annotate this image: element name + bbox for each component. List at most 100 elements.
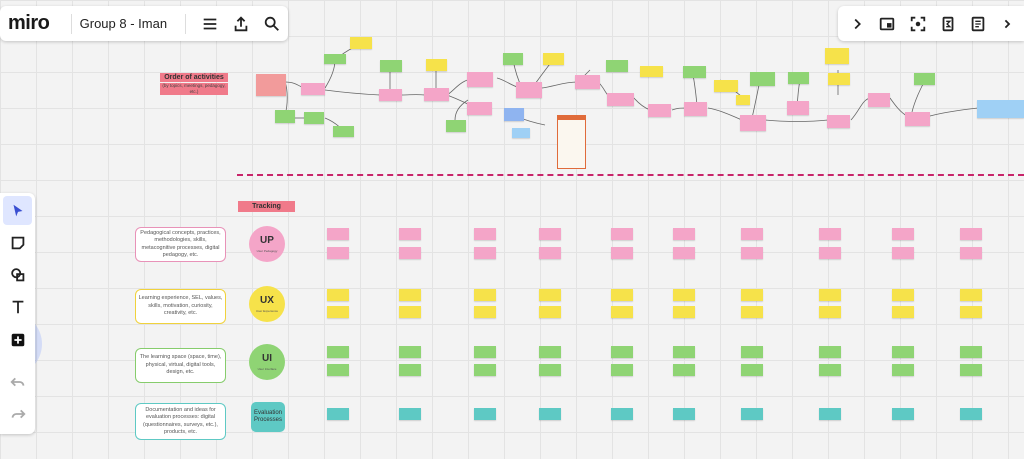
- badge-ui[interactable]: UI User Interface: [249, 344, 285, 380]
- tracking-note[interactable]: [960, 364, 982, 376]
- flow-note[interactable]: [750, 72, 775, 86]
- flow-note[interactable]: [977, 100, 1024, 118]
- flow-note[interactable]: [714, 80, 738, 92]
- flow-note[interactable]: [512, 128, 530, 138]
- tracking-note[interactable]: [741, 228, 763, 240]
- tracking-note[interactable]: [539, 306, 561, 318]
- tracking-note[interactable]: [399, 306, 421, 318]
- tracking-note[interactable]: [892, 346, 914, 358]
- tracking-note[interactable]: [819, 364, 841, 376]
- tracking-note[interactable]: [673, 306, 695, 318]
- flow-note[interactable]: [648, 104, 671, 117]
- tracking-note[interactable]: [611, 289, 633, 301]
- flow-note[interactable]: [788, 72, 809, 84]
- flow-note[interactable]: [740, 115, 766, 131]
- tracking-note[interactable]: [741, 346, 763, 358]
- flow-note[interactable]: [516, 82, 542, 98]
- flow-note[interactable]: [379, 89, 402, 101]
- tracking-note[interactable]: [819, 306, 841, 318]
- tracking-note[interactable]: [539, 408, 561, 420]
- tracking-note[interactable]: [474, 408, 496, 420]
- document-card[interactable]: [557, 115, 586, 169]
- miro-logo[interactable]: miro: [8, 12, 50, 34]
- tracking-note[interactable]: [399, 247, 421, 259]
- order-of-activities[interactable]: Order of activities (by topics, meetings…: [160, 73, 228, 99]
- tracking-note[interactable]: [673, 364, 695, 376]
- flow-note[interactable]: [324, 54, 346, 64]
- flow-note[interactable]: [350, 37, 372, 49]
- tracking-note[interactable]: [611, 346, 633, 358]
- flow-note[interactable]: [683, 66, 706, 78]
- text-tool-icon[interactable]: [3, 292, 32, 321]
- tracking-note[interactable]: [474, 306, 496, 318]
- flow-note[interactable]: [606, 60, 628, 72]
- row-label-up[interactable]: Pedagogical concepts, practices, methodo…: [135, 227, 226, 262]
- tracking-note[interactable]: [327, 228, 349, 240]
- undo-icon[interactable]: [3, 367, 32, 396]
- tracking-note[interactable]: [960, 346, 982, 358]
- tracking-note[interactable]: [673, 346, 695, 358]
- flow-note[interactable]: [828, 73, 850, 85]
- row-label-ux[interactable]: Learning experience, SEL, values, skills…: [135, 289, 226, 324]
- flow-note[interactable]: [256, 74, 286, 96]
- tracking-note[interactable]: [539, 289, 561, 301]
- flow-note[interactable]: [380, 60, 402, 72]
- screen-share-icon[interactable]: [872, 9, 902, 39]
- tracking-note[interactable]: [819, 289, 841, 301]
- tracking-note[interactable]: [611, 247, 633, 259]
- notes-icon[interactable]: [963, 9, 993, 39]
- flow-note[interactable]: [333, 126, 354, 137]
- tracking-note[interactable]: [474, 247, 496, 259]
- tracking-note[interactable]: [327, 408, 349, 420]
- badge-evaluation[interactable]: Evaluation Processes: [251, 402, 285, 432]
- tracking-note[interactable]: [611, 306, 633, 318]
- flow-note[interactable]: [503, 53, 523, 65]
- flow-note[interactable]: [607, 93, 634, 106]
- tracking-note[interactable]: [960, 289, 982, 301]
- timer-icon[interactable]: [933, 9, 963, 39]
- tracking-note[interactable]: [819, 247, 841, 259]
- export-icon[interactable]: [226, 9, 257, 39]
- tracking-note[interactable]: [399, 408, 421, 420]
- tracking-note[interactable]: [611, 364, 633, 376]
- tracking-note[interactable]: [673, 408, 695, 420]
- tracking-note[interactable]: [474, 364, 496, 376]
- tracking-note[interactable]: [539, 346, 561, 358]
- tracking-note[interactable]: [892, 228, 914, 240]
- tracking-note[interactable]: [673, 289, 695, 301]
- flow-note[interactable]: [424, 88, 449, 101]
- tracking-note[interactable]: [892, 364, 914, 376]
- tracking-note[interactable]: [474, 346, 496, 358]
- focus-icon[interactable]: [903, 9, 933, 39]
- tracking-note[interactable]: [960, 306, 982, 318]
- tracking-note[interactable]: [673, 247, 695, 259]
- tracking-note[interactable]: [539, 247, 561, 259]
- tracking-note[interactable]: [474, 289, 496, 301]
- tracking-note[interactable]: [819, 228, 841, 240]
- tracking-note[interactable]: [892, 306, 914, 318]
- flow-note[interactable]: [543, 53, 564, 65]
- tracking-label[interactable]: Tracking: [238, 201, 295, 212]
- tracking-note[interactable]: [960, 228, 982, 240]
- more-icon[interactable]: [994, 9, 1024, 39]
- tracking-note[interactable]: [399, 289, 421, 301]
- tracking-note[interactable]: [611, 408, 633, 420]
- tracking-note[interactable]: [741, 289, 763, 301]
- tracking-note[interactable]: [960, 408, 982, 420]
- flow-note[interactable]: [426, 59, 447, 71]
- flow-note[interactable]: [640, 66, 663, 77]
- tracking-note[interactable]: [611, 228, 633, 240]
- redo-icon[interactable]: [3, 399, 32, 428]
- tracking-note[interactable]: [673, 228, 695, 240]
- tracking-note[interactable]: [399, 228, 421, 240]
- tracking-note[interactable]: [819, 346, 841, 358]
- flow-note[interactable]: [301, 83, 325, 95]
- tracking-note[interactable]: [474, 228, 496, 240]
- tracking-note[interactable]: [892, 408, 914, 420]
- tracking-note[interactable]: [327, 247, 349, 259]
- flow-note[interactable]: [736, 95, 750, 105]
- tracking-note[interactable]: [741, 364, 763, 376]
- row-label-evaluation[interactable]: Documentation and ideas for evaluation p…: [135, 403, 226, 440]
- tracking-note[interactable]: [327, 306, 349, 318]
- flow-note[interactable]: [684, 102, 707, 116]
